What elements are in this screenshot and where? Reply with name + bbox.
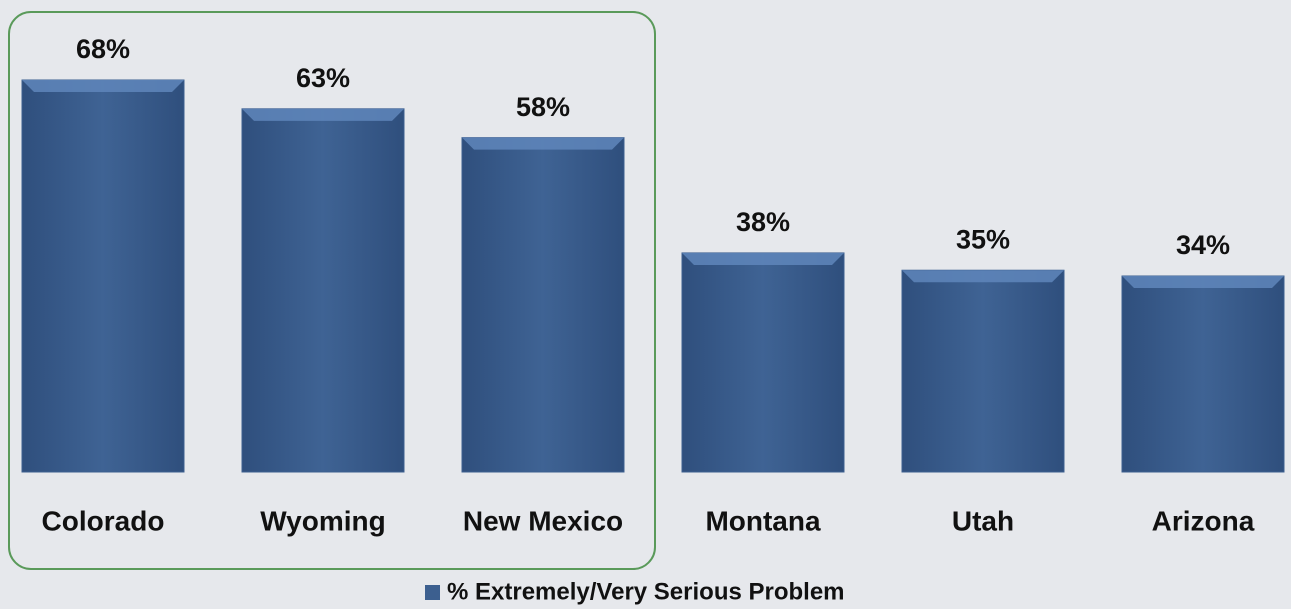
bar-bevel: [242, 108, 404, 121]
bar: [1121, 275, 1285, 473]
bar-bevel: [22, 80, 184, 92]
value-label: 58%: [516, 92, 570, 122]
plot: 68% Colorado 63% Wyoming 58% New Mexico 38% Mon…: [21, 34, 1285, 536]
bar: [21, 79, 185, 473]
bar: [241, 108, 405, 473]
x-tick-label: New Mexico: [463, 505, 623, 536]
x-tick-label: Montana: [705, 505, 821, 536]
value-label: 68%: [76, 34, 130, 64]
x-tick-label: Utah: [952, 505, 1014, 536]
highlight-box: [8, 11, 656, 570]
x-tick-label: Colorado: [42, 505, 165, 536]
x-tick-label: Arizona: [1152, 505, 1255, 536]
value-label: 63%: [296, 63, 350, 93]
bar: [461, 137, 625, 473]
bar-bevel: [902, 270, 1064, 283]
bar: [681, 252, 845, 473]
legend-label: % Extremely/Very Serious Problem: [447, 578, 845, 605]
bar: [901, 269, 1065, 473]
x-tick-label: Wyoming: [260, 505, 385, 536]
bar-bevel: [1122, 276, 1284, 288]
bar-bevel: [682, 252, 844, 265]
value-label: 35%: [956, 224, 1010, 254]
value-label: 34%: [1176, 230, 1230, 260]
bar-bevel: [462, 137, 624, 150]
value-label: 38%: [736, 207, 790, 237]
legend-swatch: [425, 585, 440, 600]
